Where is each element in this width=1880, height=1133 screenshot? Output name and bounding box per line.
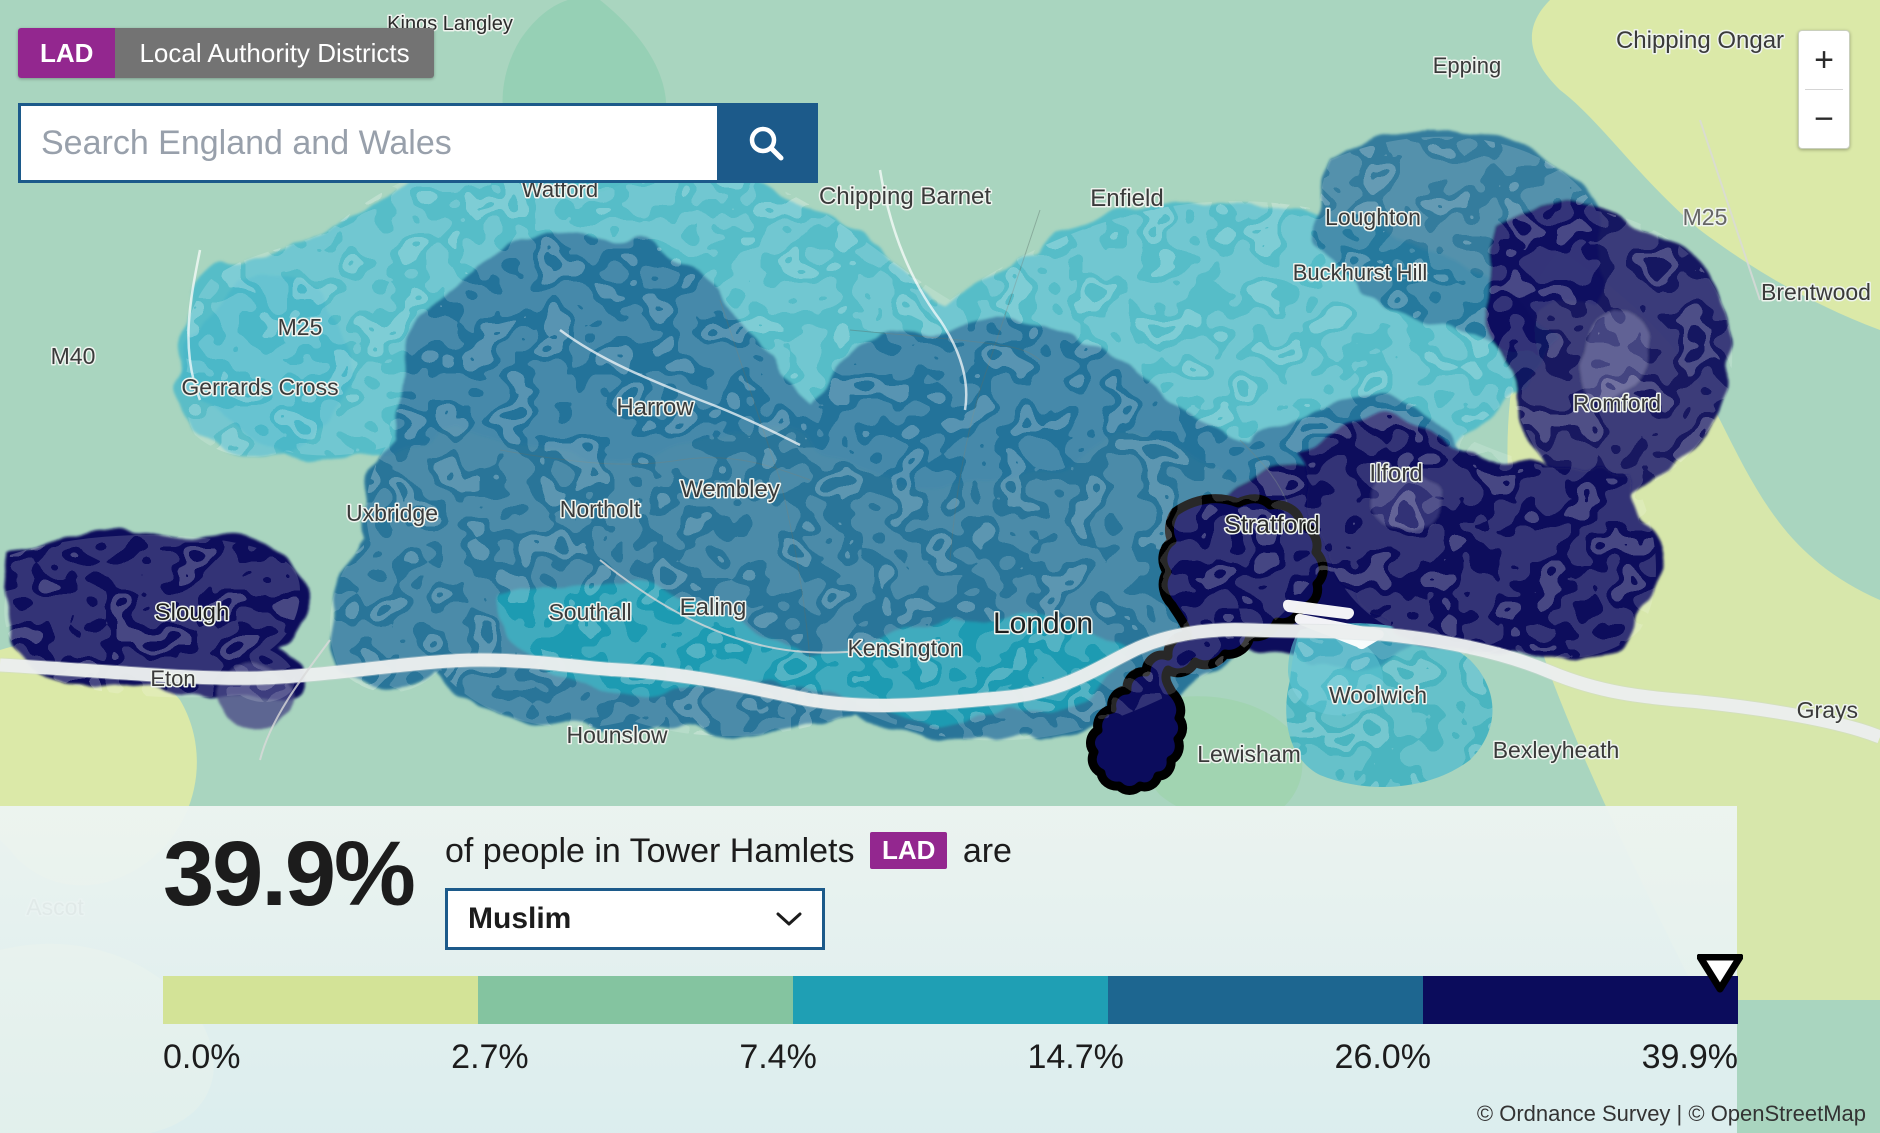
- svg-text:Harrow: Harrow: [616, 394, 694, 421]
- svg-text:Kensington: Kensington: [847, 635, 962, 661]
- svg-text:M25: M25: [1683, 204, 1728, 230]
- svg-text:Eton: Eton: [150, 666, 195, 691]
- svg-text:M40: M40: [51, 343, 96, 369]
- svg-text:Woolwich: Woolwich: [1329, 682, 1427, 708]
- svg-text:London: London: [993, 607, 1093, 640]
- svg-text:Brentwood: Brentwood: [1761, 279, 1871, 305]
- svg-text:Romford: Romford: [1573, 390, 1661, 416]
- svg-text:Uxbridge: Uxbridge: [346, 500, 438, 526]
- svg-text:Lewisham: Lewisham: [1197, 741, 1301, 767]
- svg-text:Hounslow: Hounslow: [567, 722, 668, 748]
- svg-text:Ilford: Ilford: [1369, 460, 1422, 487]
- svg-text:Chipping Barnet: Chipping Barnet: [819, 183, 991, 210]
- svg-text:Bexleyheath: Bexleyheath: [1493, 737, 1620, 763]
- svg-text:Southall: Southall: [548, 599, 631, 625]
- svg-text:Enfield: Enfield: [1090, 185, 1163, 212]
- svg-text:Loughton: Loughton: [1325, 204, 1421, 230]
- svg-text:Epping: Epping: [1433, 53, 1502, 78]
- svg-text:Gerrards Cross: Gerrards Cross: [181, 374, 338, 400]
- svg-text:Buckhurst Hill: Buckhurst Hill: [1293, 260, 1427, 285]
- svg-text:Wembley: Wembley: [680, 476, 780, 503]
- svg-text:Grays: Grays: [1797, 697, 1858, 723]
- svg-text:Stratford: Stratford: [1224, 511, 1320, 539]
- svg-text:Slough: Slough: [155, 599, 230, 626]
- svg-text:Chipping Ongar: Chipping Ongar: [1616, 27, 1784, 54]
- svg-text:Ealing: Ealing: [680, 594, 747, 621]
- svg-text:Northolt: Northolt: [560, 496, 641, 522]
- svg-text:M25: M25: [278, 314, 323, 340]
